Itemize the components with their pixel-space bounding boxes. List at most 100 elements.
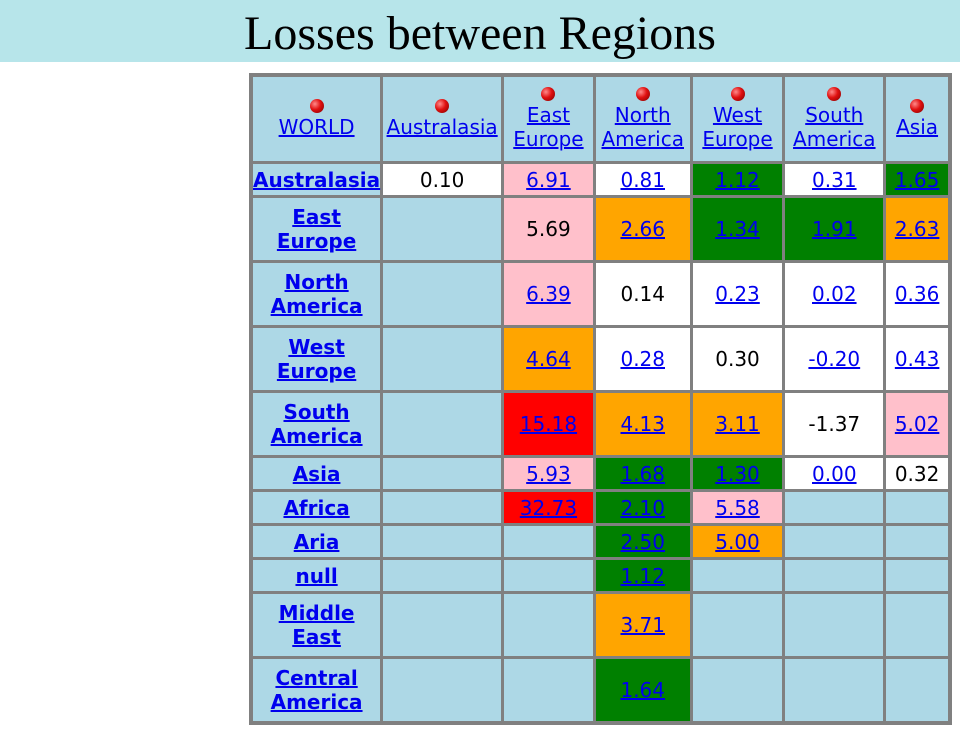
loss-value-cell[interactable]: 0.81 [595,164,690,195]
loss-value-link[interactable]: 2.66 [620,217,665,241]
row-header-link[interactable]: North America [271,270,363,318]
loss-value-link[interactable]: 1.68 [620,461,665,486]
loss-value-cell[interactable]: 1.65 [886,164,948,195]
loss-value-cell[interactable]: 0.23 [692,263,783,325]
loss-value-cell[interactable]: 4.13 [595,393,690,455]
header-text: West [712,103,763,127]
table-row: Africa 32.73 2.10 5.58 [253,492,948,523]
loss-value-cell[interactable]: 6.39 [504,263,593,325]
loss-value-link[interactable]: 1.30 [715,461,760,486]
loss-value-link[interactable]: 1.65 [894,167,940,192]
loss-value-link[interactable]: 3.11 [715,412,760,436]
loss-value-cell[interactable]: 32.73 [504,492,593,523]
loss-matrix-container: WORLD Australasia East Europe North America We… [249,73,952,733]
row-label-text: America [270,294,363,318]
column-header-link[interactable]: WORLD [279,115,355,139]
loss-value-link[interactable]: 5.02 [894,412,940,436]
row-header-link[interactable]: Asia [293,462,341,486]
loss-value-link[interactable]: 1.91 [812,217,857,241]
loss-value-cell[interactable]: 1.91 [785,198,884,260]
loss-value-link[interactable]: 0.31 [812,167,857,192]
row-header-link[interactable]: Middle East [279,601,355,649]
loss-value-link[interactable]: -0.20 [808,347,861,371]
row-label-text: Aria [293,529,340,554]
empty-cell [785,492,884,523]
loss-value-link[interactable]: 5.58 [715,495,760,520]
loss-value-link[interactable]: 2.50 [620,529,665,554]
row-header-link[interactable]: West Europe [277,335,356,383]
loss-value-cell[interactable]: 15.18 [504,393,593,455]
loss-value-link[interactable]: 1.34 [715,217,760,241]
loss-value-cell[interactable]: 1.12 [692,164,783,195]
column-header-west-europe: West Europe [692,77,783,161]
loss-value-link[interactable]: 15.18 [519,412,578,436]
column-header-link[interactable]: South America [793,103,876,151]
loss-value-link[interactable]: 2.63 [894,217,940,241]
loss-value-cell[interactable]: 2.10 [595,492,690,523]
loss-value-cell[interactable]: 0.31 [785,164,884,195]
loss-value-cell[interactable]: 1.12 [595,560,690,591]
row-label-text: null [295,563,338,588]
loss-value-link[interactable]: 0.23 [715,282,760,306]
loss-value-text: 0.32 [894,461,940,486]
loss-value-cell[interactable]: 1.68 [595,458,690,489]
loss-value-cell[interactable]: 0.36 [886,263,948,325]
loss-value-link[interactable]: 2.10 [620,495,665,520]
red-bullet-icon [635,87,650,101]
loss-value-link[interactable]: 1.64 [620,678,665,702]
loss-value-link[interactable]: 3.71 [620,613,665,637]
row-header-link[interactable]: East Europe [277,205,356,253]
loss-value-cell[interactable]: 1.34 [692,198,783,260]
column-header-link[interactable]: West Europe [702,103,772,151]
loss-value-cell[interactable]: 3.11 [692,393,783,455]
loss-value-link[interactable]: 4.64 [526,347,571,371]
row-header-link[interactable]: Central America [271,666,363,714]
loss-value-cell[interactable]: 5.58 [692,492,783,523]
loss-value-link[interactable]: 5.93 [526,461,571,486]
loss-value-link[interactable]: 4.13 [620,412,665,436]
loss-value-cell[interactable]: 6.91 [504,164,593,195]
row-header-link[interactable]: Aria [294,530,340,554]
column-header-link[interactable]: Asia [896,115,938,139]
empty-cell [692,560,783,591]
loss-value-link[interactable]: 6.39 [526,282,571,306]
loss-value-cell[interactable]: 2.66 [595,198,690,260]
loss-value-link[interactable]: 1.12 [715,167,760,192]
row-header-link[interactable]: South America [271,400,363,448]
loss-value-cell[interactable]: 1.30 [692,458,783,489]
loss-value-link[interactable]: 0.43 [894,347,940,371]
loss-value-link[interactable]: 0.02 [812,282,857,306]
column-header-link[interactable]: Australasia [387,115,498,139]
loss-value-link[interactable]: 0.00 [812,461,857,486]
loss-value-cell[interactable]: 0.28 [595,328,690,390]
header-text: America [793,127,876,151]
column-header-link[interactable]: East Europe [513,103,583,151]
column-header-world: WORLD [253,77,381,161]
loss-value-link[interactable]: 0.81 [620,167,665,192]
loss-value-cell[interactable]: 5.93 [504,458,593,489]
loss-value-cell[interactable]: 0.00 [785,458,884,489]
loss-value-cell[interactable]: 0.02 [785,263,884,325]
header-text: Australasia [386,115,498,139]
row-header-link[interactable]: Australasia [253,168,380,192]
row-header-link[interactable]: null [295,564,337,588]
loss-value-link[interactable]: 0.28 [620,347,665,371]
loss-value-cell[interactable]: 5.00 [692,526,783,557]
loss-value-link[interactable]: 1.12 [620,563,665,588]
loss-value-cell[interactable]: 2.50 [595,526,690,557]
loss-value-cell[interactable]: 5.02 [886,393,948,455]
loss-value-cell[interactable]: 4.64 [504,328,593,390]
loss-value-link[interactable]: 0.36 [894,282,940,306]
column-header-north-america: North America [595,77,690,161]
row-header-link[interactable]: Africa [283,496,349,520]
loss-value-cell[interactable]: 2.63 [886,198,948,260]
column-header-link[interactable]: North America [601,103,684,151]
loss-value-link[interactable]: 32.73 [519,495,578,520]
loss-value-link[interactable]: 5.00 [715,529,760,554]
loss-value-cell[interactable]: -0.20 [785,328,884,390]
loss-value-cell[interactable]: 3.71 [595,594,690,656]
loss-value-cell[interactable]: 0.43 [886,328,948,390]
row-label-text: Middle [278,601,355,625]
loss-value-cell[interactable]: 1.64 [595,659,690,721]
loss-value-link[interactable]: 6.91 [526,167,571,192]
